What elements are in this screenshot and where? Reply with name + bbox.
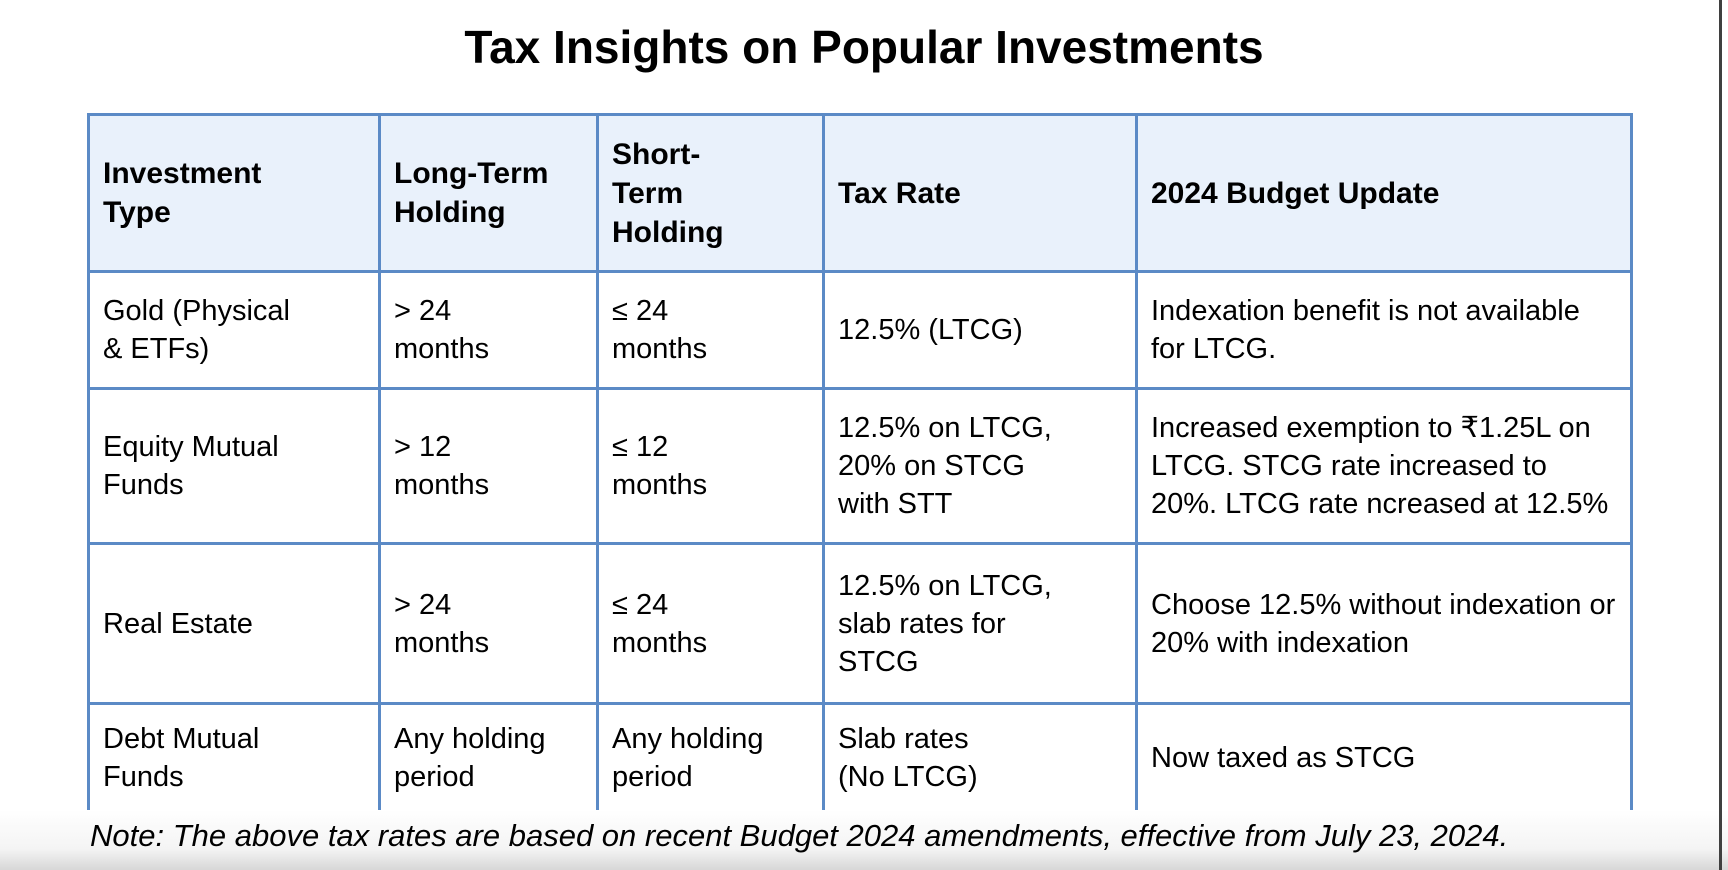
footnote: Note: The above tax rates are based on r… [90,818,1509,853]
header-2024-budget-update: 2024 Budget Update [1135,113,1633,273]
row-real-estate: Real Estate > 24 months ≤ 24 months 12.5… [87,542,1633,705]
cell-tax-rate: 12.5% on LTCG, 20% on STCG with STT [822,387,1138,545]
cell-long-term-holding: > 24 months [378,270,599,390]
cell-tax-rate: Slab rates (No LTCG) [822,702,1138,813]
cell-short-term-holding: Any holding period [596,702,825,813]
header-tax-rate: Tax Rate [822,113,1138,273]
cell-budget-update: Indexation benefit is not available for … [1135,270,1633,390]
bottom-shade [0,810,1728,870]
cell-short-term-holding: ≤ 12 months [596,387,825,545]
cell-tax-rate: 12.5% on LTCG, slab rates for STCG [822,542,1138,705]
cell-long-term-holding: > 12 months [378,387,599,545]
row-equity-mutual-funds: Equity Mutual Funds > 12 months ≤ 12 mon… [87,387,1633,545]
cell-short-term-holding: ≤ 24 months [596,542,825,705]
page-title: Tax Insights on Popular Investments [464,21,1264,73]
cell-tax-rate: 12.5% (LTCG) [822,270,1138,390]
cell-investment-type: Real Estate [87,542,381,705]
cell-budget-update: Choose 12.5% without indexation or 20% w… [1135,542,1633,705]
cell-investment-type: Debt Mutual Funds [87,702,381,813]
cell-long-term-holding: Any holding period [378,702,599,813]
header-investment-type: Investment Type [87,113,381,273]
table-header-row: Investment Type Long-Term Holding Short-… [87,113,1633,273]
cell-long-term-holding: > 24 months [378,542,599,705]
tax-insights-table: Investment Type Long-Term Holding Short-… [87,113,1633,813]
header-short-term-holding: Short- Term Holding [596,113,825,273]
row-debt-mutual-funds: Debt Mutual Funds Any holding period Any… [87,702,1633,813]
header-long-term-holding: Long-Term Holding [378,113,599,273]
cell-investment-type: Equity Mutual Funds [87,387,381,545]
cell-budget-update: Increased exemption to ₹1.25L on LTCG. S… [1135,387,1633,545]
cell-short-term-holding: ≤ 24 months [596,270,825,390]
cell-investment-type: Gold (Physical & ETFs) [87,270,381,390]
window-right-edge [1719,0,1722,870]
row-gold: Gold (Physical & ETFs) > 24 months ≤ 24 … [87,270,1633,390]
cell-budget-update: Now taxed as STCG [1135,702,1633,813]
